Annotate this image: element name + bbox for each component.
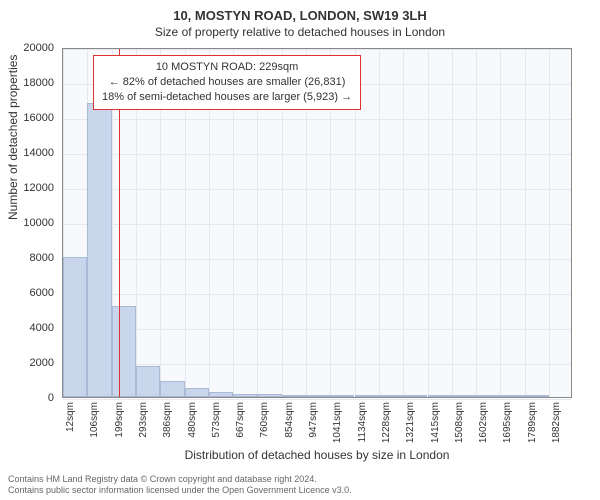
histogram-bar <box>185 388 209 397</box>
x-tick-label: 106sqm <box>89 402 100 438</box>
histogram-bar <box>452 395 476 397</box>
gridline-h <box>63 329 571 330</box>
histogram-bar <box>160 381 184 397</box>
x-tick-label: 854sqm <box>284 402 295 438</box>
annotation-line: 10 MOSTYN ROAD: 229sqm <box>102 60 352 75</box>
x-tick-label: 573sqm <box>211 402 222 438</box>
y-tick-label: 6000 <box>4 287 54 299</box>
y-tick-label: 2000 <box>4 357 54 369</box>
gridline-v <box>428 49 429 397</box>
x-tick-label: 12sqm <box>65 402 76 432</box>
gridline-h <box>63 294 571 295</box>
plot-area: 10 MOSTYN ROAD: 229sqm← 82% of detached … <box>62 48 572 398</box>
y-tick-label: 18000 <box>4 77 54 89</box>
gridline-h <box>63 259 571 260</box>
x-tick-label: 760sqm <box>259 402 270 438</box>
y-tick-label: 10000 <box>4 217 54 229</box>
histogram-bar <box>403 395 427 397</box>
x-tick-label: 1321sqm <box>405 402 416 443</box>
y-tick-label: 16000 <box>4 112 54 124</box>
x-tick-label: 1602sqm <box>478 402 489 443</box>
gridline-h <box>63 154 571 155</box>
y-tick-label: 12000 <box>4 182 54 194</box>
histogram-bar <box>525 395 549 397</box>
footer-line2: Contains public sector information licen… <box>8 485 352 496</box>
histogram-bar <box>355 395 379 397</box>
gridline-h <box>63 119 571 120</box>
x-tick-label: 1695sqm <box>502 402 513 443</box>
annotation-box: 10 MOSTYN ROAD: 229sqm← 82% of detached … <box>93 55 361 110</box>
histogram-bar <box>63 257 87 397</box>
histogram-bar <box>112 306 136 397</box>
x-tick-label: 1789sqm <box>527 402 538 443</box>
x-tick-label: 1228sqm <box>381 402 392 443</box>
y-tick-label: 0 <box>4 392 54 404</box>
histogram-bar <box>428 395 452 397</box>
histogram-bar <box>306 395 330 397</box>
gridline-v <box>403 49 404 397</box>
plot-wrap: 10 MOSTYN ROAD: 229sqm← 82% of detached … <box>62 48 572 398</box>
histogram-bar <box>379 395 403 397</box>
histogram-bar <box>330 395 354 397</box>
x-tick-label: 386sqm <box>162 402 173 438</box>
y-ticks: 0200040006000800010000120001400016000180… <box>0 48 58 398</box>
y-tick-label: 20000 <box>4 42 54 54</box>
gridline-v <box>500 49 501 397</box>
chart-subtitle: Size of property relative to detached ho… <box>0 23 600 39</box>
x-tick-label: 667sqm <box>235 402 246 438</box>
footer: Contains HM Land Registry data © Crown c… <box>8 474 352 496</box>
chart-title: 10, MOSTYN ROAD, LONDON, SW19 3LH <box>0 0 600 23</box>
footer-line1: Contains HM Land Registry data © Crown c… <box>8 474 352 485</box>
annotation-line: ← 82% of detached houses are smaller (26… <box>102 75 352 90</box>
y-tick-label: 4000 <box>4 322 54 334</box>
x-tick-label: 1134sqm <box>357 402 368 442</box>
x-tick-label: 199sqm <box>114 402 125 438</box>
x-tick-label: 293sqm <box>138 402 149 438</box>
x-tick-label: 1415sqm <box>430 402 441 443</box>
histogram-bar <box>282 395 306 397</box>
x-axis-label: Distribution of detached houses by size … <box>62 448 572 462</box>
x-tick-label: 1882sqm <box>551 402 562 443</box>
gridline-v <box>549 49 550 397</box>
histogram-bar <box>136 366 160 398</box>
histogram-bar <box>209 392 233 397</box>
histogram-bar <box>257 394 281 397</box>
gridline-v <box>525 49 526 397</box>
y-tick-label: 14000 <box>4 147 54 159</box>
y-tick-label: 8000 <box>4 252 54 264</box>
x-tick-label: 947sqm <box>308 402 319 438</box>
gridline-h <box>63 49 571 50</box>
gridline-v <box>379 49 380 397</box>
gridline-h <box>63 189 571 190</box>
x-tick-label: 480sqm <box>187 402 198 438</box>
x-tick-label: 1508sqm <box>454 402 465 443</box>
x-tick-label: 1041sqm <box>332 402 343 443</box>
histogram-bar <box>476 395 500 397</box>
gridline-h <box>63 224 571 225</box>
annotation-line: 18% of semi-detached houses are larger (… <box>102 90 352 105</box>
gridline-v <box>476 49 477 397</box>
histogram-bar <box>233 394 257 398</box>
gridline-v <box>452 49 453 397</box>
histogram-bar <box>500 395 524 397</box>
histogram-bar <box>87 103 111 397</box>
chart-container: { "title": "10, MOSTYN ROAD, LONDON, SW1… <box>0 0 600 500</box>
